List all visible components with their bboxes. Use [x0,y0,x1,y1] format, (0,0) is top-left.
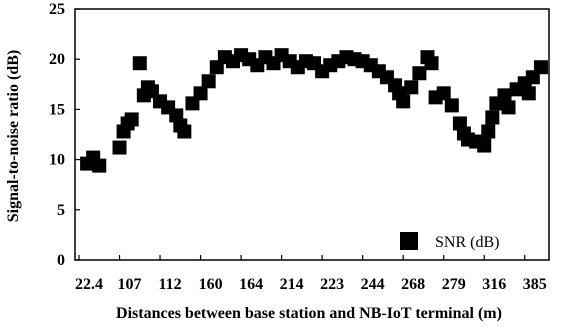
plot-area [74,8,550,261]
snr-data-point [193,86,208,101]
x-tick-label: 160 [199,276,223,293]
x-tick-label: 214 [280,276,304,293]
y-tick-label: 15 [49,101,65,118]
x-tick-label: 268 [401,276,425,293]
legend: SNR (dB) [400,232,499,251]
y-tick-label: 25 [49,1,65,18]
snr-data-point [112,140,127,155]
snr-data-point [177,124,192,139]
data-series-snr [80,48,548,173]
snr-data-point [485,110,500,125]
snr-data-point [533,60,548,75]
snr-data-point [521,86,536,101]
snr-data-point [201,74,216,89]
x-tick-label: 22.4 [75,276,103,293]
x-tick-label: 316 [482,276,506,293]
snr-data-point [396,94,411,109]
y-tick-label: 0 [57,252,65,269]
x-tick-label: 244 [361,276,385,293]
snr-data-point [92,158,107,173]
x-tick-label: 112 [158,276,181,293]
legend-label: SNR (dB) [435,234,499,251]
x-tick-label: 385 [523,276,547,293]
snr-data-point [424,56,439,71]
snr-data-point [412,66,427,81]
x-tick-label: 279 [442,276,466,293]
snr-data-point [124,112,139,127]
x-tick-label: 107 [118,276,142,293]
y-axis-ticks: 0 5 10 15 20 25 [49,1,80,269]
y-axis-title: Signal-to-noise ratio (dB) [5,50,22,222]
snr-data-point [444,98,459,113]
x-tick-label: 223 [320,276,344,293]
snr-data-point [481,124,496,139]
snr-data-point [404,80,419,95]
snr-data-point [497,88,512,103]
snr-data-point [501,100,516,115]
y-tick-label: 5 [57,202,65,219]
y-tick-label: 20 [49,51,65,68]
snr-data-point [477,138,492,153]
snr-data-point [132,56,147,71]
legend-marker [400,232,418,250]
y-tick-label: 10 [49,152,65,169]
snr-data-point [436,86,451,101]
x-tick-label: 164 [239,276,263,293]
x-axis-ticks: 22.4 107 112 160 164 214 223 244 268 279 316 385 [75,255,547,293]
x-axis-title: Distances between base station and NB-Io… [116,305,502,322]
